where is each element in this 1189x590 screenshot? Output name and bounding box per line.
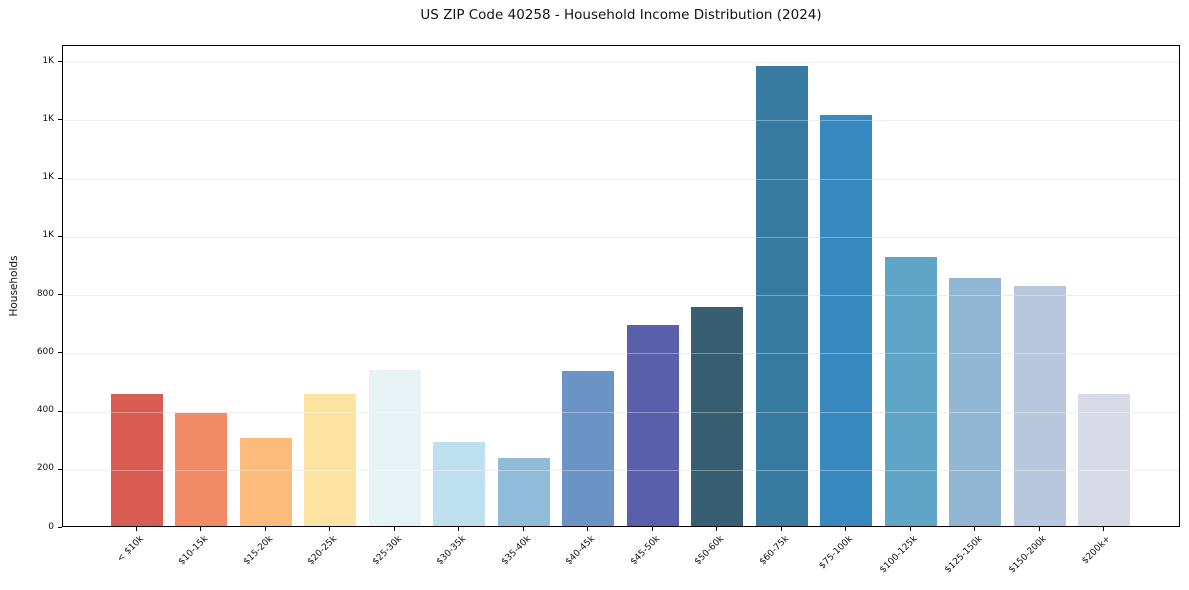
bar-75-100k	[820, 115, 873, 526]
x-tick	[394, 527, 395, 531]
gridline	[63, 62, 1179, 63]
gridline-overlay	[63, 295, 1179, 296]
x-tick-label: $125-150k	[942, 534, 985, 576]
gridline	[63, 237, 1179, 238]
y-tick	[58, 411, 62, 412]
bar-10-15k	[175, 413, 228, 526]
bar-60-75k	[755, 65, 808, 526]
x-tick-label: $75-100k	[817, 534, 856, 572]
bar-100-125k	[884, 256, 937, 526]
bar-15-20k	[239, 438, 292, 526]
y-tick-label: 600	[36, 346, 54, 357]
x-tick	[200, 527, 201, 531]
x-tick	[329, 527, 330, 531]
gridline	[63, 295, 1179, 296]
gridline-overlay	[63, 237, 1179, 238]
gridline	[63, 470, 1179, 471]
gridline-overlay	[63, 120, 1179, 121]
gridline-overlay	[63, 470, 1179, 471]
gridline-overlay	[63, 179, 1179, 180]
y-axis-label: Households	[8, 255, 20, 317]
bar-50-60k	[691, 307, 744, 526]
y-tick	[58, 236, 62, 237]
x-tick-label: $30-35k	[435, 534, 469, 568]
gridline	[63, 179, 1179, 180]
x-tick-label: $45-50k	[628, 534, 662, 568]
gridline-overlay	[63, 353, 1179, 354]
x-tick-label: $35-40k	[499, 534, 533, 568]
y-tick	[58, 294, 62, 295]
x-tick-label: $200k+	[1080, 534, 1114, 567]
x-tick-label: $25-30k	[370, 534, 404, 568]
plot-area	[62, 45, 1180, 527]
x-tick-label: $50-60k	[693, 534, 727, 568]
bar-10k	[111, 393, 163, 526]
y-tick-label: 1K	[42, 230, 54, 241]
gridline	[63, 412, 1179, 413]
bar-45-50k	[626, 325, 679, 526]
x-tick	[1103, 527, 1104, 531]
y-tick	[58, 119, 62, 120]
x-tick	[587, 527, 588, 531]
y-tick-label: 1K	[42, 172, 54, 182]
bar-40-45k	[562, 371, 615, 526]
x-tick	[652, 527, 653, 531]
x-tick	[1039, 527, 1040, 531]
gridline-overlay	[63, 412, 1179, 413]
y-tick-label: 1K	[42, 113, 54, 124]
x-tick	[845, 527, 846, 531]
y-tick-label: 0	[48, 521, 54, 532]
x-tick	[716, 527, 717, 531]
bar-35-40k	[497, 458, 550, 526]
y-tick	[58, 178, 62, 179]
x-tick	[458, 527, 459, 531]
y-tick	[58, 469, 62, 470]
x-tick-label: $15-20k	[241, 534, 276, 568]
gridline-overlay	[63, 62, 1179, 63]
bar-20-25k	[304, 393, 357, 526]
y-tick	[58, 61, 62, 62]
bar-150-200k	[1013, 286, 1066, 526]
x-tick-label: $40-45k	[564, 534, 598, 568]
gridline	[63, 120, 1179, 121]
y-tick-label: 800	[36, 288, 54, 299]
y-tick-label: 400	[36, 405, 54, 415]
gridline	[63, 353, 1179, 354]
bar-30-35k	[433, 442, 486, 526]
y-tick	[58, 352, 62, 353]
x-tick	[910, 527, 911, 531]
y-tick	[58, 527, 62, 528]
x-tick-label: $60-75k	[757, 534, 791, 568]
x-tick-label: $100-125k	[878, 534, 920, 576]
x-tick	[781, 527, 782, 531]
bar-25-30k	[368, 369, 421, 526]
y-tick-label: 1K	[42, 55, 54, 66]
x-tick-label: $10-15k	[177, 534, 211, 568]
bar-125-150k	[949, 278, 1002, 526]
bar-200k+	[1078, 394, 1131, 526]
y-tick-label: 200	[36, 463, 54, 474]
chart-title: US ZIP Code 40258 - Household Income Dis…	[420, 7, 822, 23]
x-tick	[523, 527, 524, 531]
x-tick-label: $150-200k	[1007, 534, 1049, 576]
x-tick-label: < $10k	[115, 534, 147, 565]
x-tick	[974, 527, 975, 531]
x-tick	[265, 527, 266, 531]
x-tick-label: $20-25k	[306, 534, 340, 568]
x-tick	[136, 527, 137, 531]
